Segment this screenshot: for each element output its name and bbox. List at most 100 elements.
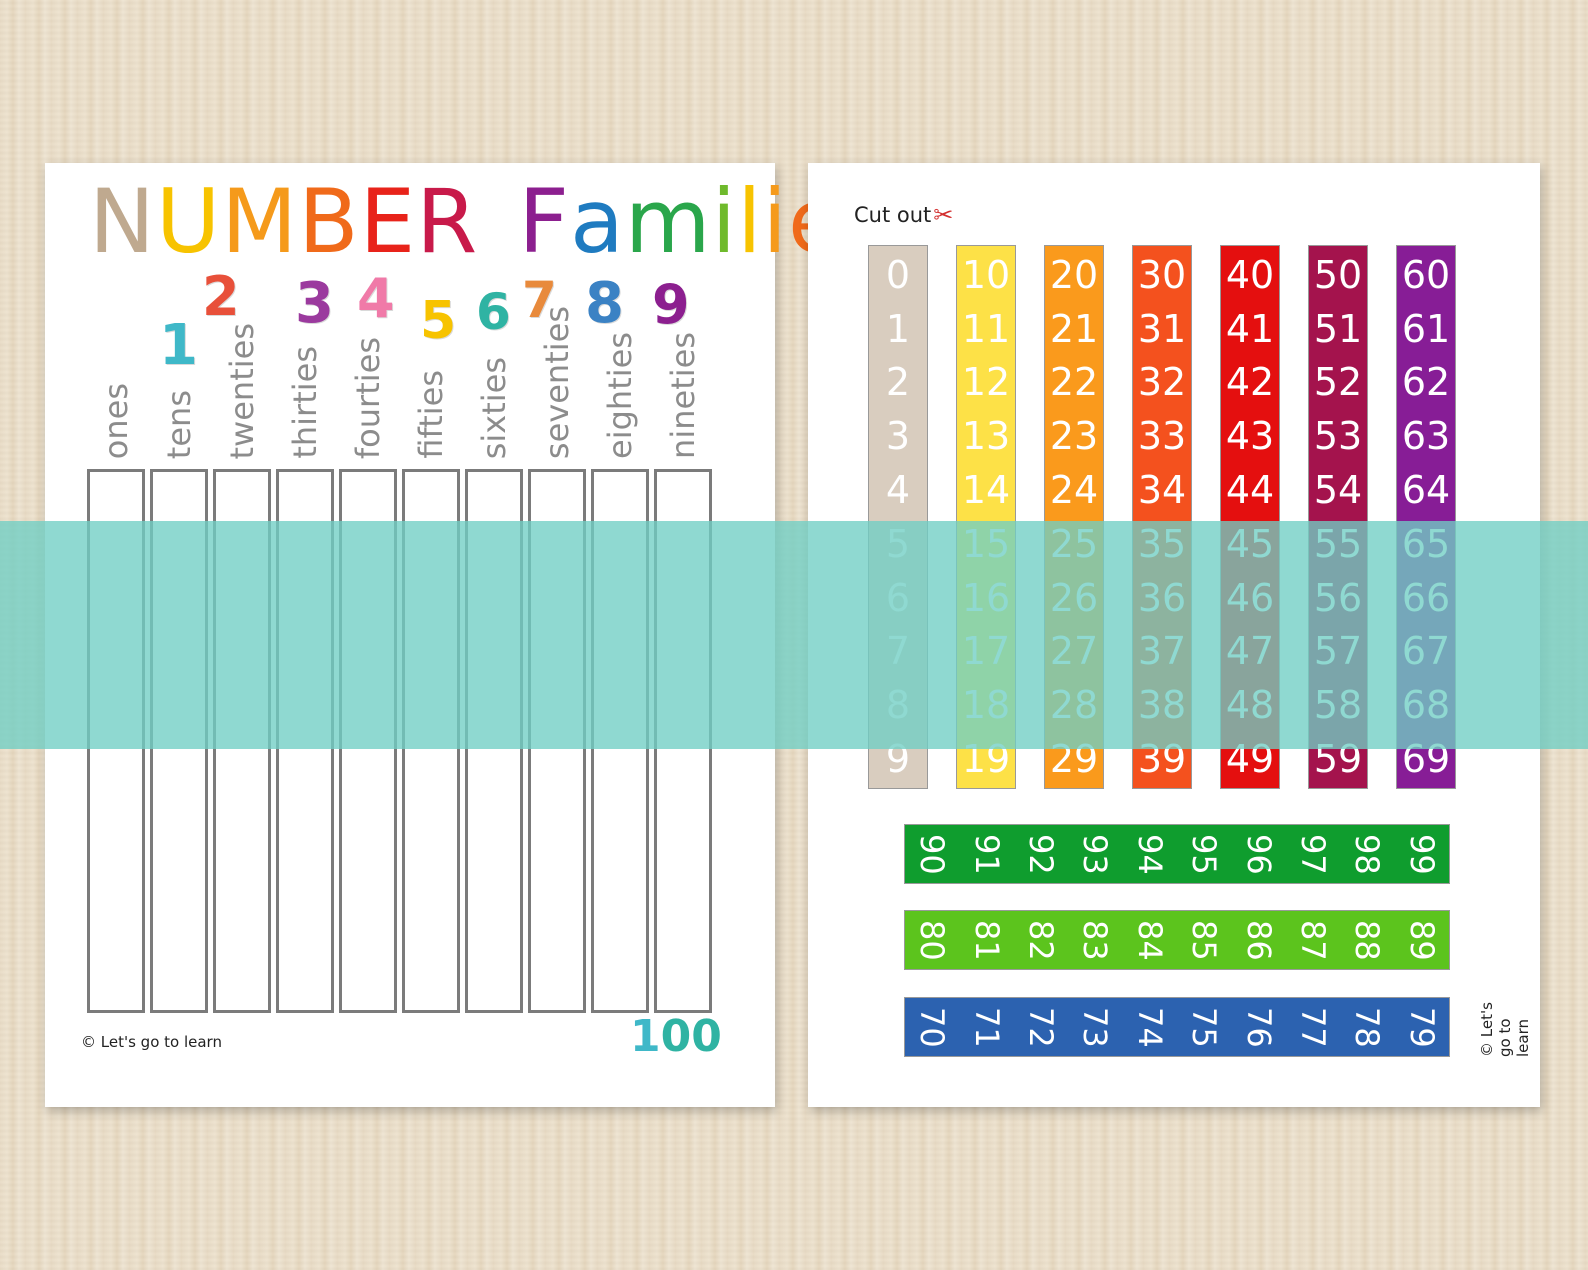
strip-number: 73 [1076,1007,1115,1048]
strip-number: 63 [1401,414,1451,459]
hundred-digit: 0 [691,1011,722,1062]
cut-out-text: Cut out [854,203,932,227]
column-label: tens [154,390,204,459]
strip-number: 31 [1137,306,1187,351]
mascot-digit: 8 [585,271,624,336]
column-label: twenties [217,323,267,459]
strip-number: 50 [1313,252,1363,297]
column-label-text: eighties [601,332,639,459]
strip-number: 86 [1239,920,1278,961]
column-label-text: twenties [223,322,261,459]
column-label: seventies [532,306,582,459]
column-label: fourties [343,337,393,459]
title-letter: i [762,170,788,273]
column-label-text: ones [97,382,135,459]
teal-overlay-band [0,521,1588,749]
strip-number: 30 [1137,252,1187,297]
title-letter: m [624,170,712,273]
strip-number: 51 [1313,306,1363,351]
strip-number: 77 [1293,1007,1332,1048]
strip-number: 11 [961,306,1011,351]
column-label: eighties [595,332,645,459]
strip-number: 98 [1348,834,1387,875]
strip-number: 97 [1293,834,1332,875]
strip-number: 54 [1313,468,1363,513]
strip-number: 71 [967,1007,1006,1048]
page-title: NUMBERFamilies [89,177,890,267]
strip-number: 95 [1185,834,1224,875]
mascot-digit: 9 [652,273,690,336]
number-strip-horizontal[interactable]: 90 91 92 93 94 95 96 97 98 99 [904,824,1450,884]
strip-number: 23 [1049,414,1099,459]
strip-number: 93 [1076,834,1115,875]
strip-number: 94 [1130,834,1169,875]
scissors-icon: ✂ [933,201,954,229]
strip-number: 24 [1049,468,1099,513]
column-label: fifties [406,370,456,459]
strip-number: 89 [1402,920,1441,961]
strip-number: 2 [885,360,911,405]
column-label-text: nineties [664,332,702,459]
column-label-text: fourties [349,336,387,459]
strip-number: 91 [967,834,1006,875]
strip-number: 92 [1021,834,1060,875]
strip-number: 74 [1130,1007,1169,1048]
number-strip-horizontal[interactable]: 70 71 72 73 74 75 76 77 78 79 [904,997,1450,1057]
strip-number: 44 [1225,468,1275,513]
column-label: sixties [469,357,519,459]
strip-number: 21 [1049,306,1099,351]
title-letter: F [518,170,570,273]
strip-number: 78 [1348,1007,1387,1048]
strip-number: 70 [913,1007,952,1048]
strip-number: 10 [961,252,1011,297]
strip-number: 60 [1401,252,1451,297]
title-letter: M [221,170,299,273]
strip-number: 0 [885,252,911,297]
title-letter: N [89,170,156,273]
strip-number: 14 [961,468,1011,513]
title-letter: R [416,170,479,273]
strip-number: 96 [1239,834,1278,875]
strip-number: 62 [1401,360,1451,405]
column-label: nineties [658,332,708,459]
strip-number: 53 [1313,414,1363,459]
strip-number: 64 [1401,468,1451,513]
title-letter: U [155,170,222,273]
strip-number: 52 [1313,360,1363,405]
title-letter: E [359,170,417,273]
strip-number: 20 [1049,252,1099,297]
strip-number: 81 [967,920,1006,961]
column-label-text: fifties [412,370,450,459]
strip-number: 90 [913,834,952,875]
strip-number: 42 [1225,360,1275,405]
strip-number: 82 [1021,920,1060,961]
strip-number: 4 [885,468,911,513]
strip-number: 99 [1402,834,1441,875]
strip-number: 80 [913,920,952,961]
copyright-text-rotated: © Let's go to learn [1478,1002,1532,1057]
title-letter: a [569,170,625,273]
strip-number: 13 [961,414,1011,459]
strip-number: 75 [1185,1007,1224,1048]
mascot-digit: 4 [357,267,395,330]
mascot-digit: 5 [420,291,457,351]
strip-number: 43 [1225,414,1275,459]
column-label-text: tens [160,389,198,459]
strip-number: 3 [885,414,911,459]
column-label: thirties [280,346,330,459]
mascot-digit: 1 [159,313,198,378]
mascot-digit: 6 [476,283,511,341]
column-label-text: seventies [538,305,576,459]
strip-number: 76 [1239,1007,1278,1048]
strip-number: 61 [1401,306,1451,351]
mascot-digit: 2 [202,265,240,328]
title-letter: B [298,170,360,273]
mascot-digit: 3 [295,271,334,336]
strip-number: 34 [1137,468,1187,513]
strip-number: 41 [1225,306,1275,351]
strip-number: 72 [1021,1007,1060,1048]
cut-out-label: Cut out ✂ [854,201,953,229]
strip-number: 32 [1137,360,1187,405]
number-strip-horizontal[interactable]: 80 81 82 83 84 85 86 87 88 89 [904,910,1450,970]
